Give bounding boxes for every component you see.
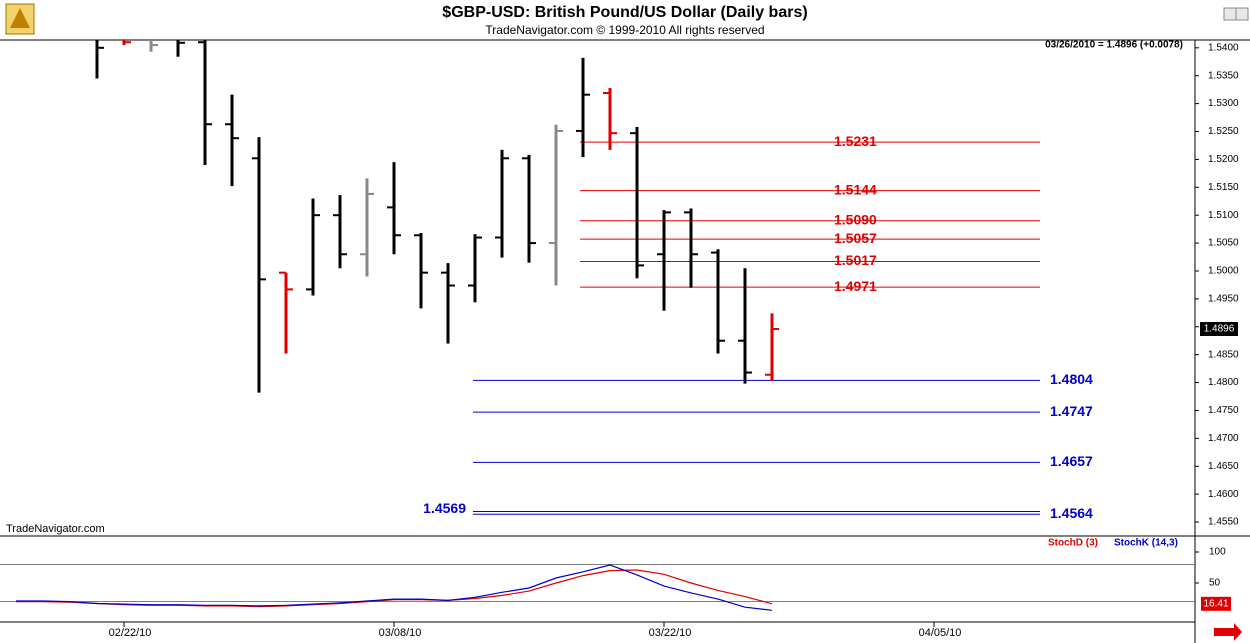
level-label: 1.5057 [834,230,877,246]
stoch-tick-label: 100 [1209,547,1226,558]
price-panel [90,40,1040,515]
y-tick-label: 1.4750 [1208,405,1239,416]
level-label: 1.4564 [1050,505,1093,521]
y-tick-label: 1.5150 [1208,182,1239,193]
stoch-tick-label: 50 [1209,578,1221,589]
level-label: 1.5090 [834,211,877,227]
stoch-last-box [1201,596,1231,611]
level-label: 1.5017 [834,252,877,268]
x-tick-label: 04/05/10 [919,627,962,639]
last-price-box [1200,322,1238,337]
logo[interactable] [5,3,35,35]
y-tick-label: 1.4950 [1208,294,1239,305]
quote: 03/26/2010 = 1.4896 (+0.0078) [1045,40,1183,51]
scroll-right[interactable] [1235,7,1249,21]
level-label: 1.5231 [834,133,877,149]
scroll-buttons[interactable] [1214,7,1249,641]
legend-entry: StochD (3) [1048,538,1098,549]
y-tick-label: 1.5350 [1208,70,1239,81]
y-tick-label: 1.5100 [1208,210,1239,221]
legend-entry: StochK (14,3) [1114,538,1178,549]
y-tick-label: 1.5000 [1208,266,1239,277]
level-label: 1.4804 [1050,371,1093,387]
chart-title: $GBP-USD: British Pound/US Dollar (Daily… [442,4,807,21]
level-label: 1.4971 [834,278,877,294]
x-tick-label: 03/22/10 [649,627,692,639]
y-tick-label: 1.4550 [1208,517,1239,528]
y-tick-label: 1.4800 [1208,377,1239,388]
level-label: 1.4569 [423,500,466,516]
y-tick-label: 1.4650 [1208,461,1239,472]
stoch-line [16,564,773,611]
y-tick-label: 1.4700 [1208,433,1239,444]
scroll-left[interactable] [1223,7,1237,21]
x-tick-label: 02/22/10 [109,627,152,639]
chart-subtitle: TradeNavigator.com © 1999-2010 All right… [485,23,764,37]
x-tick-label: 03/08/10 [379,627,422,639]
y-tick-label: 1.5300 [1208,98,1239,109]
scroll-arrow[interactable] [1214,623,1242,641]
last-price-label: 1.4896 [1204,324,1235,335]
logo-shape[interactable] [10,8,30,28]
y-tick-label: 1.4600 [1208,489,1239,500]
y-tick-label: 1.5250 [1208,126,1239,137]
watermark: TradeNavigator.com [6,523,105,535]
stoch-last-label: 16.41 [1203,598,1228,609]
level-label: 1.4657 [1050,453,1093,469]
y-tick-label: 1.5050 [1208,238,1239,249]
y-tick-label: 1.5200 [1208,154,1239,165]
y-tick-label: 1.4850 [1208,349,1239,360]
y-tick-label: 1.5400 [1208,42,1239,53]
level-label: 1.5144 [834,181,877,197]
level-label: 1.4747 [1050,403,1093,419]
